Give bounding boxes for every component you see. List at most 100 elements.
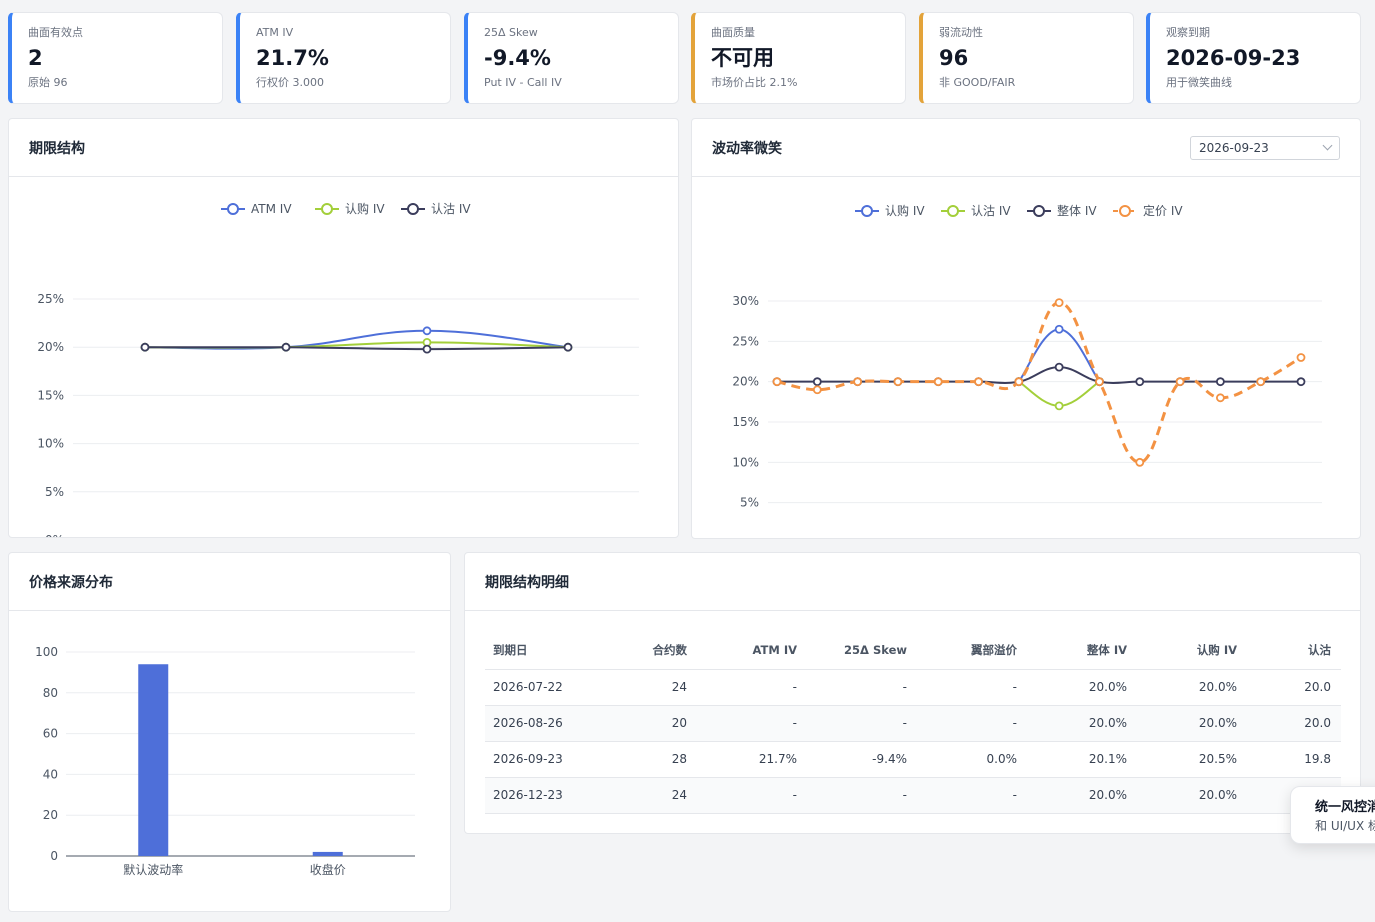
- data-point: [1095, 377, 1104, 387]
- term-detail-panel: 期限结构明细 到期日 合约数 ATM IV 25Δ Skew 翼部溢价 整体 I…: [464, 552, 1361, 834]
- series-line: [144, 346, 569, 351]
- data-point: [281, 342, 291, 352]
- data-point: [1054, 401, 1064, 411]
- kpi-sub: 非 GOOD/FAIR: [939, 76, 1016, 89]
- bar: [138, 664, 169, 856]
- table-cell: -9.4%: [807, 741, 917, 778]
- column-header[interactable]: 合约数: [605, 631, 697, 670]
- volatility-smile-chart: 0%5%10%15%20%25%30%2.6502.7002.7502.8002…: [732, 203, 1322, 539]
- table-cell: 24: [605, 669, 697, 706]
- data-point: [933, 377, 943, 387]
- term-structure-panel: 期限结构 0%5%10%15%20%25%2026-07-222026-08-2…: [8, 118, 679, 538]
- floating-notification[interactable]: 统一风控消 和 UI/UX 标: [1290, 786, 1375, 844]
- column-header[interactable]: 翼部溢价: [917, 631, 1027, 670]
- kpi-sub: 原始 96: [28, 76, 68, 89]
- y-tick-label: 0%: [740, 536, 759, 539]
- column-header[interactable]: 认沽: [1247, 631, 1341, 670]
- kpi-value: -9.4%: [484, 46, 551, 70]
- table-cell: -: [807, 777, 917, 814]
- kpi-value: 2: [28, 46, 43, 70]
- legend-label: 定价 IV: [1143, 203, 1183, 218]
- kpi-label: 曲面有效点: [28, 26, 83, 39]
- kpi-value: 96: [939, 46, 969, 70]
- table-cell: 2026-12-23: [485, 777, 605, 814]
- legend-marker: [1119, 205, 1131, 217]
- panel-header: 期限结构: [9, 119, 678, 177]
- table-cell: 19.8: [1247, 741, 1341, 778]
- panel-title: 价格来源分布: [29, 574, 113, 591]
- table-cell: 20.0%: [1027, 669, 1137, 706]
- table-cell: 28: [605, 741, 697, 778]
- kpi-label: 曲面质量: [711, 26, 755, 39]
- column-header[interactable]: 到期日: [485, 631, 605, 670]
- data-point: [812, 377, 822, 387]
- y-tick-label: 40: [43, 767, 58, 781]
- data-point: [1014, 377, 1024, 387]
- term-detail-table: 到期日 合约数 ATM IV 25Δ Skew 翼部溢价 整体 IV 认购 IV…: [485, 631, 1341, 814]
- table-cell: -: [697, 777, 807, 814]
- column-header[interactable]: ATM IV: [697, 631, 807, 670]
- kpi-sub: Put IV - Call IV: [484, 76, 562, 89]
- table-header-row: 到期日 合约数 ATM IV 25Δ Skew 翼部溢价 整体 IV 认购 IV…: [485, 631, 1341, 670]
- notification-text: 和 UI/UX 标: [1315, 819, 1375, 833]
- panel-header: 期限结构明细: [465, 553, 1360, 611]
- table-cell: 2026-09-23: [485, 741, 605, 778]
- y-tick-label: 20: [43, 808, 58, 822]
- data-point: [140, 342, 150, 352]
- data-point: [1054, 362, 1064, 372]
- panel-header: 波动率微笑 2026-09-23: [692, 119, 1360, 177]
- data-point: [1054, 324, 1064, 334]
- column-header[interactable]: 整体 IV: [1027, 631, 1137, 670]
- data-point: [1135, 377, 1145, 387]
- price-source-panel: 价格来源分布 0 20 40 60 80 100 默认波动率 收盘价: [8, 552, 451, 912]
- kpi-sub: 用于微笑曲线: [1166, 76, 1232, 89]
- y-tick-label: 20%: [37, 340, 64, 354]
- table-row[interactable]: 2026-07-22 24 - - - 20.0% 20.0% 20.0: [485, 669, 1341, 706]
- kpi-label: ATM IV: [256, 26, 294, 39]
- table-cell: -: [697, 669, 807, 706]
- data-point: [422, 344, 432, 354]
- data-point: [563, 342, 573, 352]
- expiry-select-value: 2026-09-23: [1199, 140, 1269, 155]
- table-cell: 20.0: [1247, 669, 1341, 706]
- data-point: [853, 377, 863, 387]
- term-structure-chart: 0%5%10%15%20%25%2026-07-222026-08-262026…: [37, 201, 639, 537]
- table-cell: -: [807, 705, 917, 742]
- kpi-value: 2026-09-23: [1166, 46, 1301, 70]
- column-header[interactable]: 认购 IV: [1137, 631, 1247, 670]
- table-cell: 20.0: [1247, 705, 1341, 742]
- expiry-select[interactable]: 2026-09-23: [1190, 135, 1340, 160]
- series-line: [776, 301, 1302, 464]
- bar: [312, 851, 343, 856]
- data-point: [974, 377, 983, 387]
- y-tick-label: 0: [50, 849, 58, 863]
- table-row[interactable]: 2026-09-23 28 21.7% -9.4% 0.0% 20.1% 20.…: [485, 741, 1341, 778]
- y-tick-label: 10%: [37, 437, 64, 451]
- legend-label: ATM IV: [251, 202, 292, 216]
- y-tick-label: 25%: [37, 292, 64, 306]
- table-cell: -: [917, 777, 1027, 814]
- table-cell: -: [917, 705, 1027, 742]
- kpi-card-surface-quality: 曲面质量 不可用 市场价占比 2.1%: [691, 12, 906, 104]
- data-point: [1256, 377, 1266, 387]
- legend-label: 认沽 IV: [431, 202, 471, 216]
- table-cell: 21.7%: [697, 741, 807, 778]
- legend-label: 整体 IV: [1057, 203, 1097, 218]
- kpi-sub: 行权价 3.000: [256, 76, 324, 89]
- column-header[interactable]: 25Δ Skew: [807, 631, 917, 670]
- table-cell: -: [807, 669, 917, 706]
- volatility-smile-panel: 波动率微笑 2026-09-23 0%5%10%15%20%25%30%2.65…: [691, 118, 1361, 539]
- table-cell: 20: [605, 705, 697, 742]
- panel-title: 期限结构明细: [485, 574, 569, 591]
- table-row[interactable]: 2026-12-23 24 - - - 20.0% 20.0%: [485, 777, 1341, 814]
- kpi-card-weak-liquidity: 弱流动性 96 非 GOOD/FAIR: [919, 12, 1134, 104]
- x-tick-label: 收盘价: [310, 862, 346, 877]
- kpi-sub: 市场价占比 2.1%: [711, 76, 798, 89]
- kpi-label: 观察到期: [1166, 26, 1210, 39]
- kpi-card-atm-iv: ATM IV 21.7% 行权价 3.000: [236, 12, 451, 104]
- y-tick-label: 25%: [732, 334, 759, 348]
- table-row[interactable]: 2026-08-26 20 - - - 20.0% 20.0% 20.0: [485, 705, 1341, 742]
- table-cell: 20.0%: [1137, 669, 1247, 706]
- data-point: [422, 326, 432, 336]
- table-cell: -: [917, 669, 1027, 706]
